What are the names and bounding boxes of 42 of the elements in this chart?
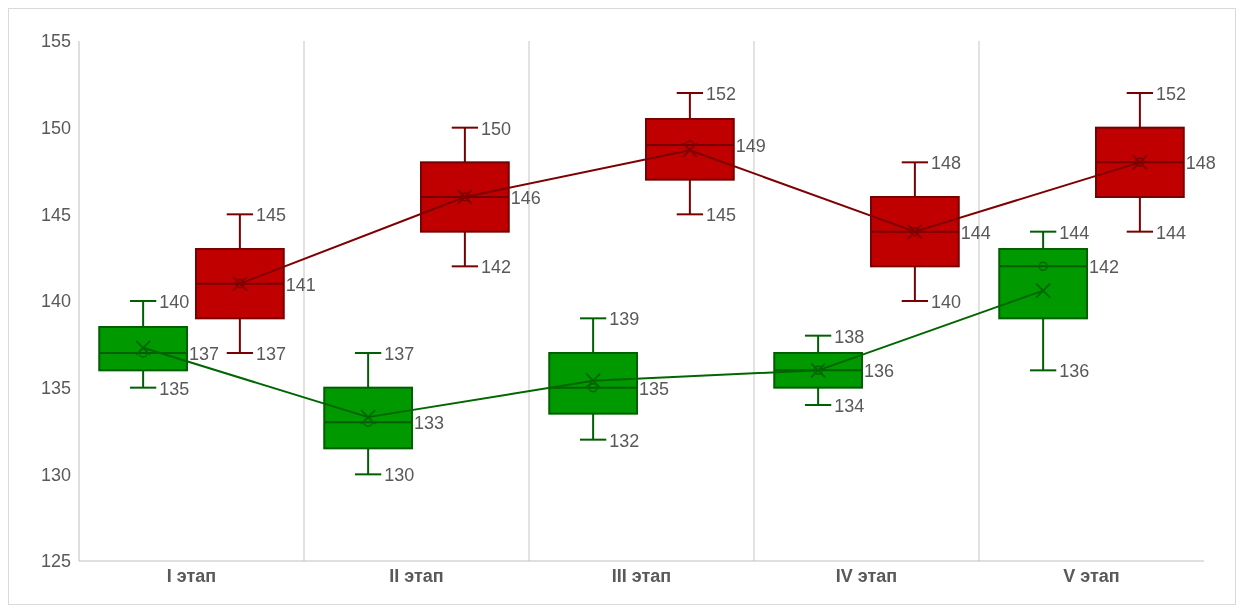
annotation: 146 [510,188,541,208]
annotation: 141 [285,274,316,295]
annotation: 137 [256,344,287,364]
annotation: 142 [481,257,512,278]
y-tick-label: 135 [40,378,71,399]
annotation: 142 [1089,257,1120,278]
annotation: 144 [960,222,991,243]
annotation: 145 [256,205,287,226]
annotation: 137 [384,344,415,364]
annotation: 148 [1185,153,1216,174]
x-tick-label: V этап [1063,565,1120,586]
annotation: 148 [931,153,962,174]
y-tick-label: 140 [40,291,71,312]
y-tick-label: 125 [40,551,71,572]
annotation: 150 [481,118,512,139]
annotation: 138 [834,326,865,347]
y-tick-label: 145 [40,204,71,225]
annotation: 135 [639,378,670,399]
y-tick-label: 155 [40,31,71,52]
y-tick-label: 150 [40,118,71,139]
annotation: 135 [159,378,190,399]
annotation: 132 [609,430,640,451]
annotation: 134 [834,396,865,416]
annotation: 139 [609,309,640,330]
annotation: 149 [735,136,766,156]
x-tick-label: I этап [166,565,217,586]
annotation: 130 [384,465,415,486]
annotation: 136 [864,361,895,382]
annotation: 137 [189,344,220,364]
annotation: 144 [1156,222,1187,243]
y-tick-label: 130 [40,464,71,485]
annotation: 152 [706,84,737,104]
x-tick-label: IV этап [835,565,898,586]
annotation: 133 [414,413,445,434]
annotation: 140 [931,292,962,312]
annotation: 152 [1156,84,1187,104]
annotation: 140 [159,292,190,312]
annotation: 136 [1059,361,1090,382]
x-tick-label: III этап [611,565,672,586]
x-tick-label: II этап [389,565,444,586]
annotation: 144 [1059,222,1090,243]
annotation: 145 [706,205,737,226]
